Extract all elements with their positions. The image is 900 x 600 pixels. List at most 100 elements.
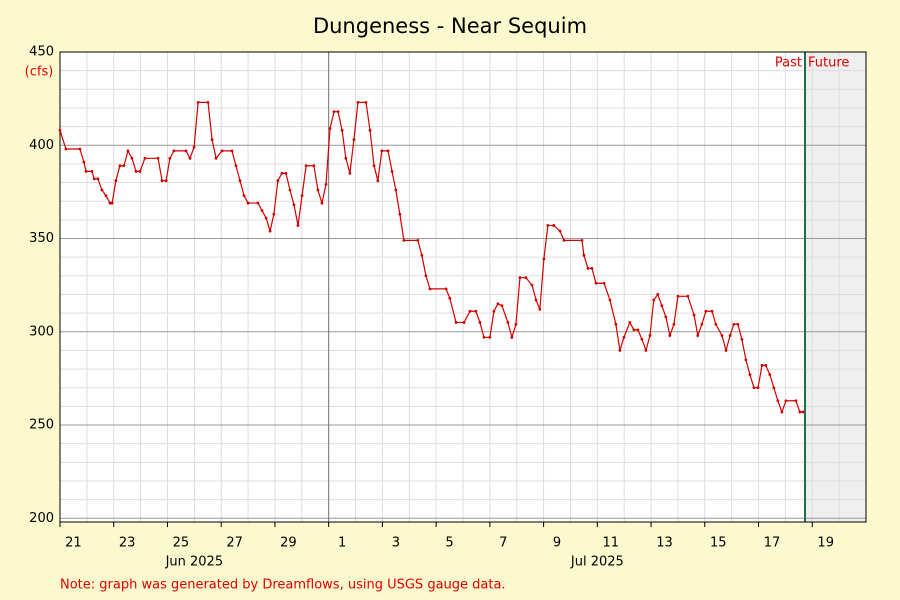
y-tick-label: 400 (29, 138, 54, 153)
point (582, 253, 586, 257)
point (496, 302, 500, 306)
x-tick-label: 7 (499, 536, 507, 551)
point (246, 201, 250, 205)
point (492, 309, 496, 313)
x-tick-label: 3 (392, 536, 400, 551)
point (462, 321, 466, 324)
x-tick-label: 1 (338, 536, 346, 551)
point (344, 156, 348, 160)
point (164, 179, 168, 183)
point (744, 358, 748, 362)
point (328, 127, 332, 130)
point (530, 283, 534, 287)
x-tick-label: 23 (119, 536, 136, 551)
point (736, 322, 740, 326)
point (143, 156, 147, 160)
point (304, 164, 308, 168)
point (114, 179, 118, 183)
point (214, 156, 218, 160)
point (714, 322, 718, 326)
point (390, 169, 394, 173)
point (196, 100, 200, 104)
point (594, 281, 598, 285)
point (562, 238, 566, 242)
point (546, 224, 550, 227)
point (648, 334, 652, 337)
point (728, 334, 732, 337)
point (752, 386, 756, 390)
point (780, 410, 784, 414)
point (348, 171, 352, 175)
point (776, 399, 780, 403)
point (622, 335, 626, 339)
point (340, 128, 344, 132)
point (602, 281, 606, 285)
point (801, 410, 805, 414)
point (376, 179, 380, 183)
point (300, 194, 304, 198)
point (704, 309, 708, 313)
point (676, 294, 680, 298)
point (482, 335, 486, 339)
point (130, 156, 134, 160)
point (368, 128, 372, 132)
point (320, 201, 324, 205)
point (92, 177, 96, 181)
point (312, 164, 316, 168)
point (524, 276, 528, 280)
point (96, 177, 100, 181)
x-tick-label: 17 (764, 536, 781, 551)
point (468, 309, 472, 313)
point (122, 164, 126, 168)
month-label: Jul 2025 (570, 555, 624, 570)
point (580, 238, 584, 242)
point (500, 304, 504, 308)
point (264, 216, 268, 220)
point (118, 164, 122, 168)
point (772, 386, 776, 390)
point (110, 201, 114, 205)
point (784, 399, 788, 403)
chart-title: Dungeness - Near Sequim (313, 14, 587, 38)
point (740, 337, 744, 341)
point (608, 298, 612, 302)
point (632, 328, 636, 332)
point (100, 188, 104, 192)
y-tick-label: 300 (29, 324, 54, 339)
point (372, 164, 376, 168)
point (514, 322, 518, 326)
point (108, 201, 112, 205)
plot-frame (59, 51, 867, 523)
point (506, 321, 510, 324)
point (78, 147, 82, 151)
point (156, 156, 160, 160)
point (268, 229, 272, 233)
point (686, 294, 690, 298)
point (402, 238, 406, 242)
y-tick-label: 200 (29, 511, 54, 526)
point (316, 188, 320, 192)
point (710, 309, 714, 313)
point (696, 334, 700, 337)
point (168, 156, 172, 160)
point (724, 349, 728, 352)
point (184, 149, 188, 153)
point (534, 298, 538, 302)
point (398, 212, 402, 216)
point (756, 386, 760, 390)
point (160, 179, 164, 183)
past-label: Past (775, 56, 802, 71)
point (692, 313, 696, 317)
point (206, 100, 210, 104)
point (488, 335, 492, 339)
point (242, 194, 246, 198)
point (478, 321, 482, 324)
point (764, 363, 768, 367)
point (542, 257, 546, 261)
point (284, 171, 288, 175)
point (700, 322, 704, 326)
point (420, 253, 424, 257)
point (386, 149, 390, 153)
point (448, 296, 452, 300)
